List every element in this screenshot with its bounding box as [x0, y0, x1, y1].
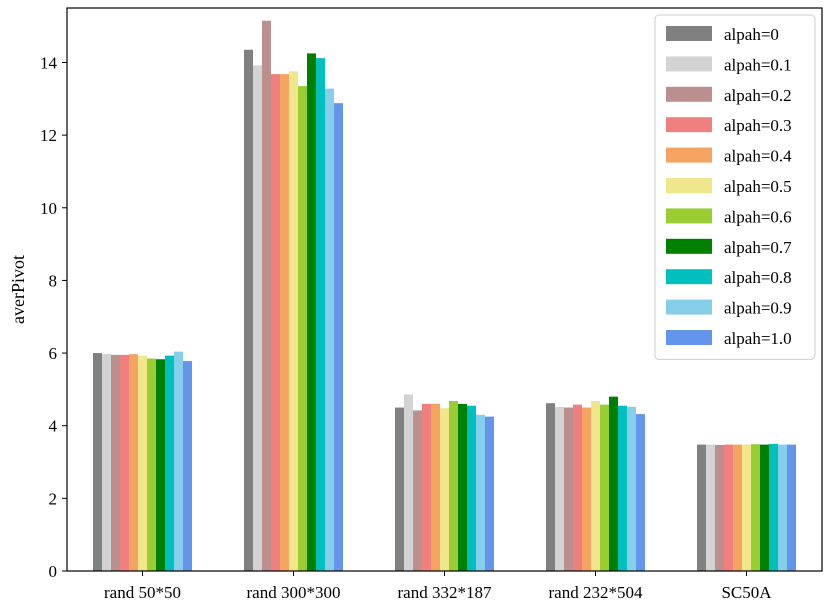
legend-label: alpah=0 [724, 25, 779, 44]
bar [395, 407, 404, 571]
bar [458, 403, 467, 571]
legend-label: alpah=0.3 [724, 116, 792, 135]
legend-swatch [666, 26, 712, 41]
legend-label: alpah=1.0 [724, 329, 792, 348]
bar [600, 404, 609, 571]
y-tick-label: 2 [49, 489, 58, 508]
x-tick-label: rand 232*504 [549, 583, 643, 602]
y-tick-label: 10 [40, 199, 57, 218]
bar [476, 414, 485, 571]
x-tick-label: SC50A [721, 583, 772, 602]
legend-swatch [666, 269, 712, 285]
legend-label: alpah=0.9 [724, 299, 792, 318]
bar [120, 354, 129, 571]
legend-swatch [666, 208, 712, 224]
bar [174, 351, 183, 571]
bar [404, 394, 413, 571]
bar [413, 410, 422, 571]
bar [573, 404, 582, 571]
bar [422, 403, 431, 571]
bar [298, 86, 307, 571]
bar [636, 414, 645, 571]
bar [138, 355, 147, 571]
bar [733, 444, 742, 571]
bar [715, 444, 724, 571]
bar [280, 74, 289, 572]
x-tick-label: rand 300*300 [247, 583, 341, 602]
bar [334, 103, 343, 572]
legend-label: alpah=0.6 [724, 207, 792, 226]
bar [724, 444, 733, 571]
bar [627, 406, 636, 571]
y-tick-label: 0 [49, 562, 58, 581]
legend-label: alpah=0.1 [724, 55, 792, 74]
bar [769, 443, 778, 571]
legend-swatch [666, 178, 712, 193]
legend-label: alpah=0.5 [724, 177, 792, 196]
bar [316, 58, 325, 571]
bar [262, 20, 271, 571]
y-axis-label: averPivot [8, 255, 28, 324]
legend-label: alpah=0.4 [724, 147, 792, 166]
legend-swatch [666, 117, 712, 133]
bar [485, 416, 494, 571]
bar [165, 355, 174, 571]
legend-swatch [666, 86, 712, 102]
y-tick-label: 12 [40, 126, 57, 145]
bar [697, 444, 706, 571]
y-tick-label: 8 [49, 271, 58, 290]
y-tick-label: 6 [49, 344, 58, 363]
bar [778, 444, 787, 571]
bar [546, 403, 555, 571]
x-tick-label: rand 332*187 [398, 583, 492, 602]
bar [440, 408, 449, 571]
x-tick-label: rand 50*50 [104, 583, 181, 602]
bar [591, 401, 600, 571]
bar [751, 444, 760, 571]
bar [760, 444, 769, 571]
bar [467, 405, 476, 571]
legend-swatch [666, 238, 712, 254]
bar [244, 49, 253, 571]
legend-swatch [666, 330, 712, 345]
bar [156, 359, 165, 571]
bar [564, 407, 573, 571]
bar [555, 406, 564, 571]
bar [271, 74, 280, 572]
bar [102, 354, 111, 571]
y-tick-label: 4 [49, 417, 58, 436]
legend-label: alpah=0.8 [724, 268, 792, 287]
bar [325, 88, 334, 571]
bar [582, 407, 591, 571]
bar [618, 405, 627, 571]
bar [289, 71, 298, 571]
bar [787, 444, 796, 571]
legend-swatch [666, 299, 712, 315]
bar [93, 353, 102, 571]
bar [609, 396, 618, 571]
bar [706, 444, 715, 571]
bar [147, 358, 156, 571]
bar [449, 401, 458, 571]
legend-swatch [666, 56, 712, 72]
bar [111, 354, 120, 571]
bar [307, 53, 316, 571]
bar [129, 354, 138, 571]
bar [253, 65, 262, 571]
bar [431, 403, 440, 571]
legend-label: alpah=0.2 [724, 86, 792, 105]
bar [183, 361, 192, 571]
legend-swatch [666, 147, 712, 163]
y-tick-label: 14 [40, 53, 58, 72]
legend-label: alpah=0.7 [724, 238, 792, 257]
plot-frame [66, 7, 823, 572]
bar [742, 444, 751, 571]
